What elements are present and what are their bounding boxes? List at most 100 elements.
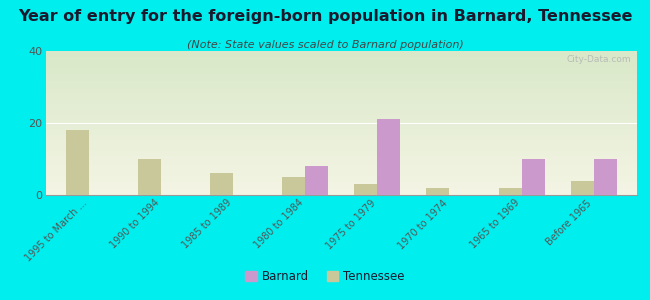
Bar (46, 122, 637, 123)
Text: (Note: State values scaled to Barnard population): (Note: State values scaled to Barnard po… (187, 40, 463, 50)
Bar (306, 166, 328, 195)
Bar (46, 159, 637, 160)
Bar (46, 94, 637, 95)
Bar (46, 192, 637, 193)
Bar (46, 141, 637, 142)
Bar (46, 157, 637, 158)
Bar (46, 129, 637, 130)
Bar (46, 168, 637, 169)
Bar (46, 68, 637, 69)
Bar (46, 138, 637, 139)
Bar (46, 186, 637, 187)
Bar (46, 193, 637, 194)
Bar (46, 178, 637, 179)
Bar (46, 89, 637, 90)
Bar (46, 143, 637, 144)
Bar (46, 176, 637, 177)
Bar (46, 145, 637, 146)
Bar (426, 188, 449, 195)
Bar (46, 183, 637, 184)
Bar (499, 188, 521, 195)
Bar (46, 92, 637, 93)
Bar (46, 187, 637, 188)
Bar (46, 90, 637, 91)
Bar (46, 174, 637, 175)
Bar (46, 84, 637, 85)
Bar (46, 121, 637, 122)
Text: City-Data.com: City-Data.com (566, 55, 631, 64)
Bar (46, 86, 637, 87)
Bar (46, 103, 637, 104)
Bar (46, 125, 637, 126)
Bar (46, 120, 637, 121)
Bar (46, 53, 637, 54)
Bar (46, 102, 637, 103)
Bar (46, 134, 637, 135)
Bar (138, 159, 161, 195)
Bar (46, 56, 637, 57)
Bar (46, 109, 637, 110)
Bar (46, 110, 637, 111)
Bar (46, 93, 637, 94)
Bar (46, 149, 637, 150)
Bar (46, 179, 637, 180)
Bar (46, 59, 637, 60)
Bar (46, 124, 637, 125)
Bar (46, 113, 637, 114)
Bar (46, 52, 637, 53)
Bar (46, 69, 637, 70)
Bar (46, 167, 637, 168)
Bar (46, 164, 637, 165)
Bar (46, 148, 637, 149)
Bar (46, 130, 637, 131)
Bar (46, 88, 637, 89)
Bar (46, 66, 637, 67)
Bar (210, 173, 233, 195)
Bar (46, 155, 637, 156)
Bar (46, 108, 637, 109)
Bar (46, 182, 637, 183)
Bar (46, 132, 637, 133)
Bar (46, 78, 637, 79)
Bar (46, 70, 637, 71)
Legend: Barnard, Tennessee: Barnard, Tennessee (240, 266, 410, 288)
Bar (46, 142, 637, 143)
Bar (46, 58, 637, 59)
Bar (46, 87, 637, 88)
Bar (46, 137, 637, 138)
Bar (282, 177, 306, 195)
Bar (46, 54, 637, 55)
Bar (46, 144, 637, 145)
Bar (46, 189, 637, 190)
Bar (46, 165, 637, 166)
Bar (46, 73, 637, 74)
Bar (46, 71, 637, 72)
Bar (46, 139, 637, 140)
Bar (46, 185, 637, 186)
Bar (46, 51, 637, 52)
Bar (46, 150, 637, 151)
Bar (46, 83, 637, 84)
Text: Year of entry for the foreign-born population in Barnard, Tennessee: Year of entry for the foreign-born popul… (18, 9, 632, 24)
Bar (46, 65, 637, 66)
Bar (46, 61, 637, 62)
Bar (46, 85, 637, 86)
Bar (46, 151, 637, 152)
Bar (46, 116, 637, 117)
Bar (46, 112, 637, 113)
Bar (46, 76, 637, 77)
Bar (46, 117, 637, 118)
Bar (46, 118, 637, 119)
Bar (46, 170, 637, 171)
Bar (46, 107, 637, 108)
Bar (46, 133, 637, 134)
Bar (46, 135, 637, 136)
Bar (46, 67, 637, 68)
Bar (46, 136, 637, 137)
Bar (46, 82, 637, 83)
Bar (46, 147, 637, 148)
Bar (571, 181, 593, 195)
Bar (46, 181, 637, 182)
Bar (593, 159, 617, 195)
Bar (46, 62, 637, 63)
